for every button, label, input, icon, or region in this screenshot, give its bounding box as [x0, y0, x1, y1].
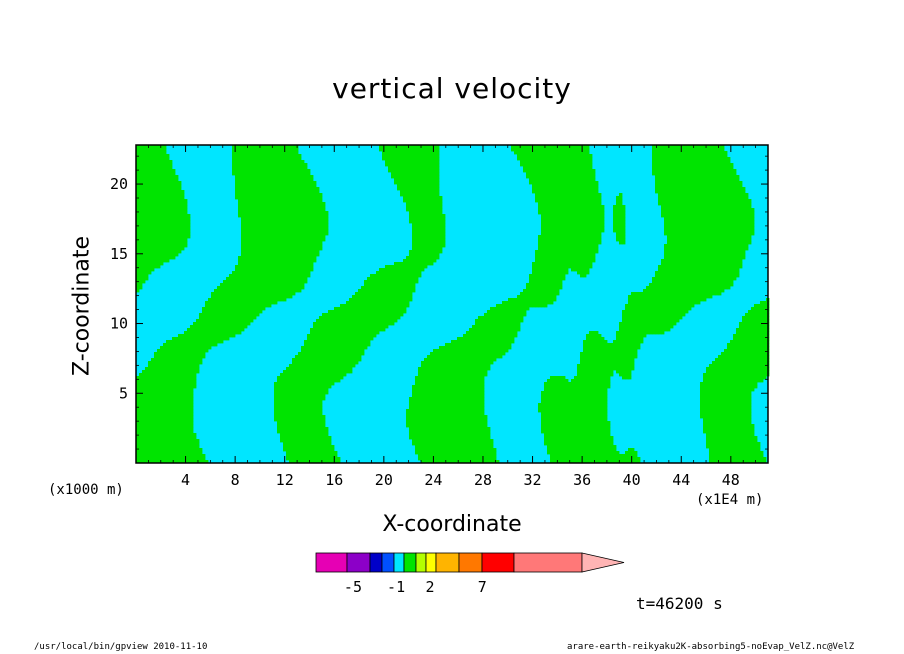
colorbar-segment [435, 552, 460, 573]
x-tick-label: 4 [181, 471, 190, 489]
x-tick-label: 12 [276, 471, 294, 489]
time-label: t=46200 s [636, 594, 723, 613]
field-positive-region [136, 145, 770, 464]
colorbar-segment [315, 552, 348, 573]
colorbar-segment [369, 552, 383, 573]
x-tick-label: 16 [325, 471, 343, 489]
x-tick-label: 32 [524, 471, 542, 489]
x-tick-label: 40 [623, 471, 641, 489]
y-tick-label: 20 [110, 175, 128, 193]
colorbar-segment [403, 552, 417, 573]
x-tick-label: 28 [474, 471, 492, 489]
colorbar-label: -1 [387, 578, 405, 596]
x-tick-label: 8 [231, 471, 240, 489]
colorbar-segment [481, 552, 515, 573]
chart-title: vertical velocity [332, 72, 572, 105]
x-tick-label: 44 [672, 471, 690, 489]
y-tick-label: 15 [110, 245, 128, 263]
colorbar-segment [425, 552, 437, 573]
colorbar-segment [415, 552, 427, 573]
y-axis-label: Z-coordinate [69, 236, 95, 376]
colorbar-segment [513, 552, 583, 573]
colorbar-segment [393, 552, 405, 573]
colorbar-segment [381, 552, 395, 573]
y-tick-label: 5 [119, 384, 128, 402]
colorbar-segment [346, 552, 371, 573]
footer-left: /usr/local/bin/gpview 2010-11-10 [34, 642, 208, 652]
x-tick-label: 36 [573, 471, 591, 489]
colorbar-segment [458, 552, 483, 573]
colorbar-label: 7 [478, 578, 487, 596]
colorbar-arrow [581, 552, 625, 573]
x-axis-unit: (x1000 m) [48, 482, 124, 498]
colorbar-label: -5 [344, 578, 362, 596]
colorbar-label: 2 [425, 578, 434, 596]
x-tick-label: 24 [424, 471, 442, 489]
x-axis-unit-secondary: (x1E4 m) [696, 492, 764, 508]
x-tick-label: 48 [722, 471, 740, 489]
plot-frame [135, 144, 769, 464]
y-tick-label: 10 [110, 315, 128, 333]
x-axis-label: X-coordinate [382, 512, 522, 537]
footer-right: arare-earth-reikyaku2K-absorbing5-noEvap… [567, 642, 855, 652]
x-tick-label: 20 [375, 471, 393, 489]
